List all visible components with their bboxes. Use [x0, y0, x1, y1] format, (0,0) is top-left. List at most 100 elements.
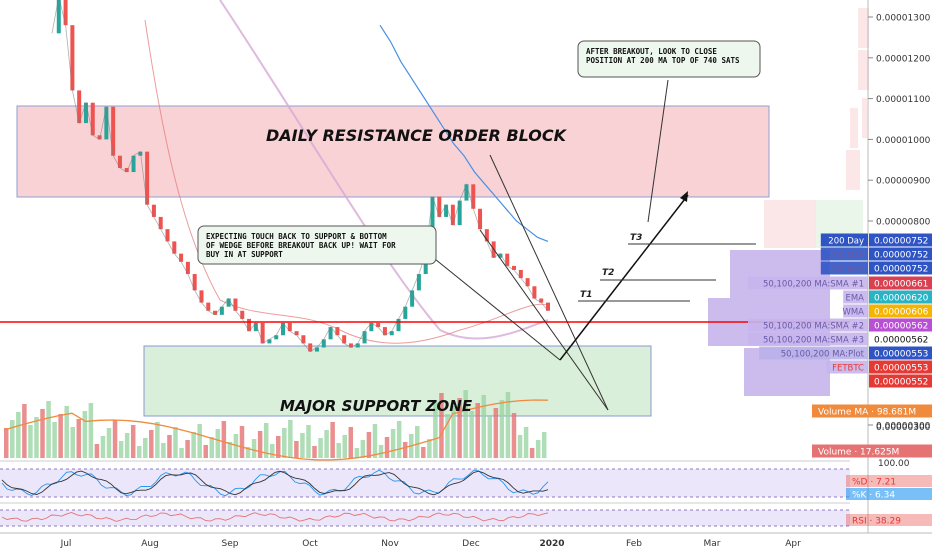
- candle: [464, 184, 469, 201]
- price-axis[interactable]: 0.00001300 0.00001200 0.00001100 0.00001000…: [748, 0, 932, 533]
- candle: [124, 167, 129, 173]
- candle: [314, 347, 319, 352]
- price-tick-label: 0.00000900: [876, 177, 931, 187]
- target-label-t2: T2: [602, 268, 614, 278]
- candle: [430, 196, 435, 254]
- level-value: 0.00000552: [874, 378, 928, 388]
- volume-label: Volume MA · 98.681M: [818, 408, 916, 418]
- volume-bar: [276, 436, 281, 458]
- candle: [518, 269, 523, 279]
- time-label: Oct: [302, 539, 318, 549]
- level-value-bg: [869, 332, 932, 346]
- candle: [389, 331, 394, 336]
- candle: [328, 327, 333, 340]
- volume-bar: [451, 406, 456, 458]
- volume-bar: [384, 437, 390, 458]
- price-tick-label: 0.00001000: [876, 136, 931, 146]
- time-label: Dec: [462, 539, 479, 549]
- time-label: 2020: [539, 539, 564, 549]
- volume-bar: [324, 430, 329, 458]
- wedge-line: [479, 229, 609, 411]
- price-series: [51, 0, 550, 353]
- candle: [382, 327, 387, 336]
- candle: [457, 200, 462, 226]
- volume-bar: [191, 432, 196, 458]
- candle: [145, 151, 150, 205]
- breakout-arrow: [559, 194, 689, 361]
- candle: [301, 335, 306, 344]
- volume-bar: [118, 441, 124, 458]
- candle: [416, 274, 421, 291]
- candle: [247, 318, 252, 332]
- time-label: Jul: [60, 539, 72, 549]
- level-name: 200 Day: [828, 237, 864, 247]
- volume-bar: [294, 441, 299, 458]
- candle: [179, 253, 184, 262]
- volume-bar: [112, 420, 118, 458]
- ma-purple-line: [219, 0, 549, 340]
- level-value-bg: [869, 346, 932, 360]
- time-label: Feb: [626, 539, 642, 549]
- candle: [199, 290, 204, 303]
- volume-bar: [354, 448, 360, 458]
- volume-bar: [124, 433, 130, 458]
- level-value: 0.00000752: [874, 237, 928, 247]
- level-value-bg: [869, 276, 932, 290]
- candle: [253, 323, 258, 332]
- stoch-axis-label: 100.00: [878, 459, 910, 469]
- volume-bar: [306, 425, 311, 458]
- candle: [546, 302, 550, 311]
- volume-bar: [233, 434, 239, 458]
- level-name: FETBTC: [832, 364, 864, 374]
- candle: [478, 208, 483, 230]
- volume-bar: [251, 439, 257, 458]
- candle: [63, 0, 68, 26]
- support-title: MAJOR SUPPORT ZONE: [280, 397, 473, 415]
- ma-red-line: [144, 19, 549, 344]
- volume-bar: [221, 421, 227, 458]
- volume-bar: [179, 448, 184, 458]
- volume-bar: [457, 398, 462, 458]
- candle: [471, 184, 476, 209]
- note-right-line: POSITION AT 200 MA TOP OF 740 SATS: [586, 56, 740, 65]
- osc-label: %D · 7.21: [852, 478, 896, 488]
- volume-bar: [481, 395, 487, 458]
- sma-200-line: [379, 24, 549, 242]
- stoch-d-line: [1, 470, 549, 496]
- drawings: [0, 79, 850, 411]
- osc-label-bg: [846, 475, 932, 487]
- level-value-bg: [869, 318, 932, 332]
- candle: [260, 323, 265, 344]
- price-tick-label: 0.00001300: [876, 14, 931, 24]
- candle: [111, 106, 116, 156]
- stoch-band: [0, 469, 850, 497]
- volume-bar: [348, 427, 354, 458]
- candle: [484, 229, 489, 242]
- volume-bars: [3, 390, 549, 461]
- volume-bar: [34, 417, 39, 458]
- volume-bar: [342, 435, 347, 458]
- volume-bar: [523, 427, 529, 458]
- volume-bar: [269, 444, 275, 458]
- volume-bar: [336, 443, 341, 458]
- level-name: 50,100,200 MA:SMA #1: [763, 280, 864, 290]
- time-axis[interactable]: Jul Aug Sep Oct Nov Dec 2020 Feb Mar Apr: [0, 532, 932, 549]
- candle: [410, 290, 415, 307]
- level-name: 200 Day: [828, 265, 864, 275]
- volume-bar: [366, 432, 372, 458]
- candle: [104, 106, 109, 140]
- volume-bar: [427, 439, 432, 458]
- level-name: WMA: [842, 308, 864, 318]
- volume-bar: [415, 426, 420, 458]
- stoch-k-line: [1, 469, 549, 497]
- candle: [348, 343, 353, 348]
- volume-profile-bar: [862, 98, 867, 138]
- candle: [403, 306, 408, 319]
- volume-bar: [499, 400, 505, 458]
- volume-bar: [58, 414, 63, 458]
- candle: [240, 310, 245, 319]
- candle: [281, 323, 286, 336]
- volume-bar: [161, 443, 166, 458]
- volume-bar: [130, 425, 136, 458]
